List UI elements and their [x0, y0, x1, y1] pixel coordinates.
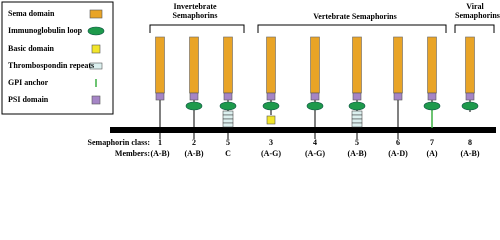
members: (A-D) [388, 149, 408, 158]
legend-label: Immunoglobulin loop [8, 26, 83, 35]
sema-domain [310, 36, 320, 94]
members: (A-B) [460, 149, 480, 158]
thrombospondin-repeat [222, 118, 234, 124]
thrombospondin-repeat [351, 110, 363, 116]
thrombospondin-repeat [222, 122, 234, 128]
sema-domain [352, 36, 362, 94]
members: (A-B) [347, 149, 367, 158]
basic-domain [266, 115, 276, 125]
row-label: Semaphorin class: [87, 138, 150, 147]
membrane [110, 127, 496, 133]
row-label: Members: [114, 149, 150, 158]
sema-domain [427, 36, 437, 94]
legend-swatch [87, 26, 105, 36]
psi-domain [266, 92, 276, 101]
legend-swatch [91, 44, 101, 54]
ig-loop [348, 101, 366, 111]
ig-loop [306, 101, 324, 111]
class-number: 5 [355, 138, 359, 147]
psi-domain [189, 92, 199, 101]
group-bracket [257, 24, 447, 33]
ig-loop [423, 101, 441, 111]
legend-swatch [89, 9, 103, 19]
psi-domain [310, 92, 320, 101]
thrombospondin-repeat [351, 118, 363, 124]
sema-domain [223, 36, 233, 94]
legend-label: PSI domain [8, 95, 49, 104]
ig-loop [185, 101, 203, 111]
members: (A-G) [261, 149, 281, 158]
group-bracket [454, 24, 495, 33]
class-number: 5 [226, 138, 230, 147]
ig-loop [219, 101, 237, 111]
psi-domain [465, 92, 475, 101]
legend-swatch [91, 95, 101, 105]
sema-domain [393, 36, 403, 94]
psi-domain [427, 92, 437, 101]
class-number: 3 [269, 138, 273, 147]
psi-domain [352, 92, 362, 101]
members: (A) [426, 149, 438, 158]
diagram [1, 1, 496, 139]
class-number: 2 [192, 138, 196, 147]
sema-domain [266, 36, 276, 94]
legend-swatch [89, 62, 103, 70]
class-number: 8 [468, 138, 472, 147]
psi-domain [223, 92, 233, 101]
members: (A-B) [184, 149, 204, 158]
ig-loop [461, 101, 479, 111]
group-label: Viral Semaphorins [455, 2, 500, 20]
group-label: Invertebrate Semaphorins [172, 2, 218, 20]
legend-box [1, 1, 114, 115]
members: (A-B) [150, 149, 170, 158]
thrombospondin-repeat [222, 114, 234, 120]
legend-label: Sema domain [8, 9, 55, 18]
class-number: 4 [313, 138, 317, 147]
psi-domain [155, 92, 165, 101]
thrombospondin-repeat [351, 122, 363, 128]
group-bracket [149, 24, 245, 33]
members: C [225, 149, 231, 158]
class-number: 7 [430, 138, 434, 147]
thrombospondin-repeat [222, 110, 234, 116]
legend-label: Basic domain [8, 44, 55, 53]
class-number: 6 [396, 138, 400, 147]
group-label: Vertebrate Semaphorins [313, 12, 397, 21]
sema-domain [465, 36, 475, 94]
members: (A-G) [305, 149, 325, 158]
ig-loop [262, 101, 280, 111]
sema-domain [189, 36, 199, 94]
legend-label: GPI anchor [8, 78, 49, 87]
figure: Sema domain Immunoglobulin loop Basic doma… [1, 1, 500, 158]
psi-domain [393, 92, 403, 101]
class-number: 1 [158, 138, 162, 147]
legend-label: Thrombospondin repeats [8, 61, 95, 70]
sema-domain [155, 36, 165, 94]
thrombospondin-repeat [351, 114, 363, 120]
